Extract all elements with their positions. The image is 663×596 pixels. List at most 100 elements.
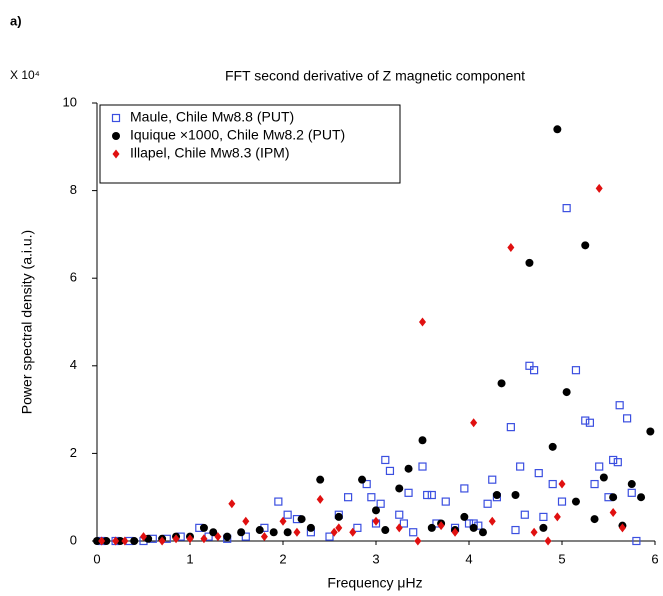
point — [478, 528, 487, 537]
point — [316, 494, 324, 504]
point — [558, 479, 566, 489]
point — [492, 491, 501, 500]
y-multiplier: X 10⁴ — [10, 68, 40, 82]
y-tick-label: 2 — [70, 445, 77, 460]
point — [349, 527, 357, 537]
point — [335, 523, 343, 533]
point — [228, 499, 236, 509]
point — [595, 462, 604, 471]
point — [112, 536, 120, 546]
point — [525, 361, 534, 370]
point — [385, 466, 395, 476]
point — [381, 455, 390, 465]
legend-marker — [112, 149, 120, 159]
point — [353, 523, 362, 532]
legend-marker — [111, 113, 121, 123]
point — [525, 258, 534, 267]
point — [530, 527, 538, 537]
point — [595, 183, 603, 193]
point — [372, 516, 380, 526]
point — [214, 532, 222, 542]
point — [102, 537, 111, 545]
x-tick-label: 6 — [651, 551, 658, 566]
point — [98, 536, 106, 546]
point — [130, 537, 139, 545]
point — [544, 536, 552, 546]
point — [437, 521, 445, 531]
point — [427, 490, 436, 500]
point — [395, 484, 404, 493]
point — [637, 493, 646, 502]
point — [609, 455, 618, 465]
point — [325, 532, 334, 541]
point — [209, 528, 218, 537]
point — [255, 526, 264, 535]
point — [469, 523, 478, 532]
legend-label: Illapel, Chile Mw8.3 (IPM) — [130, 145, 290, 161]
point — [330, 527, 338, 537]
point — [622, 414, 632, 423]
point — [441, 497, 450, 506]
y-axis-label: Power spectral density (a.i.u.) — [19, 230, 35, 414]
point — [511, 491, 520, 500]
point — [414, 536, 422, 546]
y-tick-label: 4 — [70, 357, 77, 372]
point — [553, 512, 561, 522]
point — [483, 499, 492, 508]
point — [381, 526, 390, 535]
legend-label: Maule, Chile Mw8.8 (PUT) — [130, 109, 294, 125]
point — [283, 528, 292, 537]
point — [571, 497, 580, 506]
point — [199, 523, 208, 532]
point — [404, 464, 413, 473]
point — [358, 475, 367, 484]
point — [418, 436, 427, 445]
point — [140, 532, 147, 542]
x-tick-label: 1 — [186, 551, 193, 566]
point — [200, 534, 208, 544]
point — [419, 317, 426, 327]
point — [534, 469, 543, 478]
point — [334, 512, 343, 521]
y-tick-label: 8 — [70, 182, 77, 197]
point — [646, 427, 655, 436]
point — [464, 519, 474, 528]
point — [283, 510, 292, 519]
x-tick-label: 3 — [372, 551, 379, 566]
point — [488, 516, 496, 526]
point — [418, 462, 427, 471]
point — [539, 523, 548, 532]
point — [520, 510, 529, 519]
point — [506, 423, 515, 432]
point — [581, 416, 590, 425]
point — [553, 125, 562, 134]
point — [529, 366, 539, 375]
point — [632, 536, 641, 546]
point — [548, 442, 557, 451]
point — [409, 528, 418, 537]
point — [186, 534, 194, 544]
point — [242, 516, 250, 526]
point — [269, 528, 278, 537]
point — [539, 512, 548, 522]
point — [618, 523, 626, 533]
point — [548, 479, 557, 489]
x-tick-label: 0 — [93, 551, 100, 566]
point — [615, 401, 624, 410]
point — [562, 388, 571, 397]
point — [627, 488, 636, 497]
point — [395, 510, 404, 519]
point — [93, 537, 101, 545]
point — [404, 488, 413, 497]
point — [585, 418, 595, 427]
point — [507, 243, 515, 253]
point — [470, 418, 478, 428]
x-tick-label: 2 — [279, 551, 286, 566]
point — [223, 532, 232, 541]
point — [460, 484, 469, 493]
point — [488, 475, 497, 484]
point — [511, 525, 520, 535]
point — [362, 479, 371, 489]
y-tick-label: 0 — [70, 532, 77, 547]
point — [121, 536, 129, 546]
